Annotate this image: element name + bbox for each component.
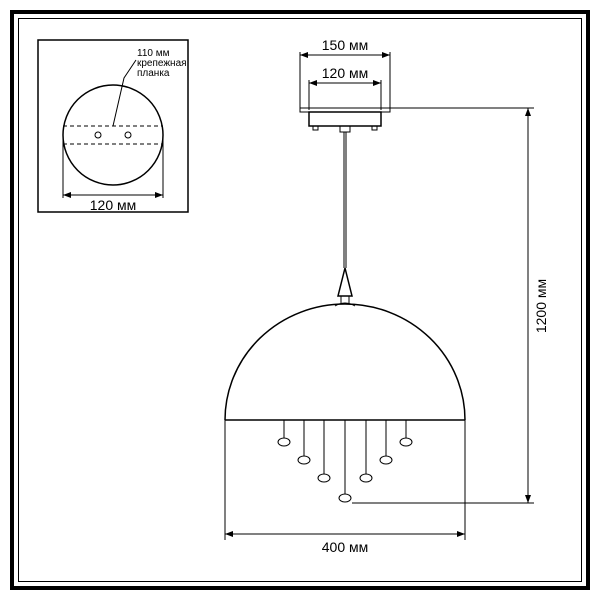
- technical-drawing: 110 мм крепежная планка 120 мм 150 мм: [0, 0, 600, 600]
- inner-frame: [18, 18, 582, 582]
